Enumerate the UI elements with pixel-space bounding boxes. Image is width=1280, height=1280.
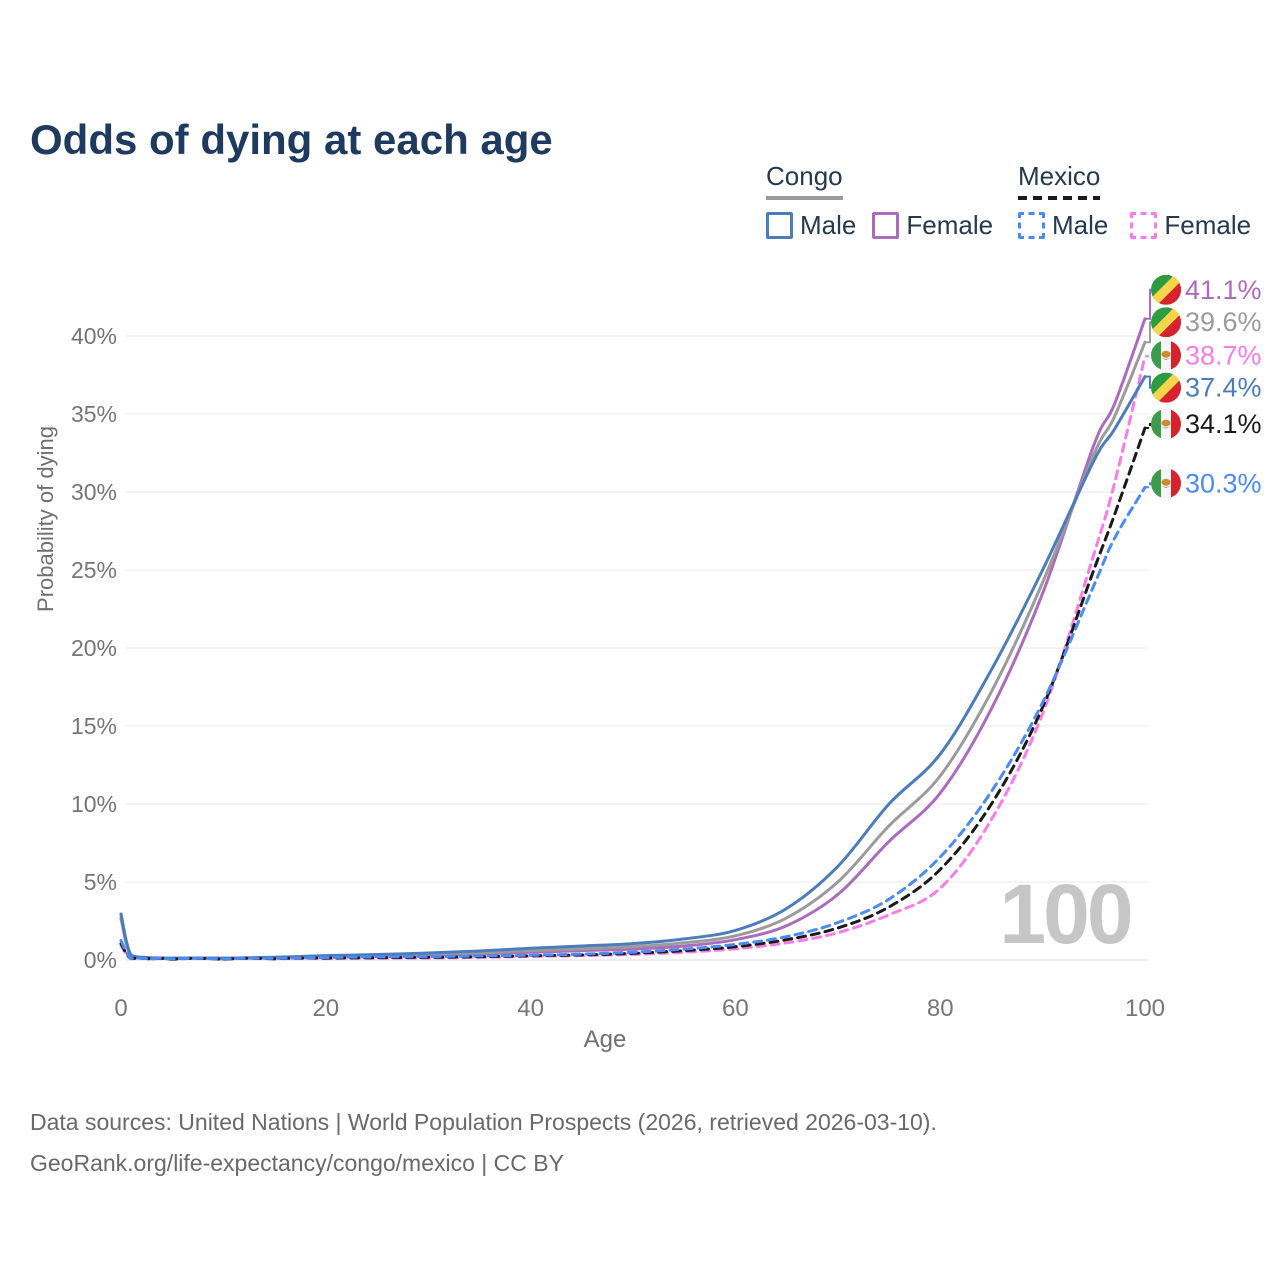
x-tick-label: 60	[722, 995, 749, 1022]
y-tick-label: 35%	[71, 401, 117, 427]
y-tick-label: 5%	[84, 869, 117, 895]
end-value-label-mexico-female: 38.7%	[1185, 340, 1262, 370]
congo-male-swatch[interactable]	[766, 212, 793, 239]
end-value-label-mexico-male: 30.3%	[1185, 468, 1262, 498]
footer-data-sources: Data sources: United Nations | World Pop…	[30, 1109, 937, 1135]
legend-item-mexico-female[interactable]: Female	[1130, 210, 1251, 241]
mexico-all-line-swatch	[1018, 196, 1101, 200]
x-tick-label: 80	[927, 995, 954, 1022]
series-line-mexico-male[interactable]	[119, 485, 1147, 961]
congo-all-line-swatch	[766, 196, 843, 200]
age-marker: 100	[999, 867, 1133, 961]
page-title: Odds of dying at each age	[30, 116, 553, 164]
congo-female-swatch[interactable]	[872, 212, 900, 239]
legend-items-congo: Male Female	[766, 210, 993, 241]
legend-items-mexico: Male Female	[1018, 210, 1251, 241]
mexico-flag-icon	[1151, 468, 1181, 499]
end-value-label-congo-both: 39.6%	[1185, 307, 1262, 337]
y-tick-label: 30%	[71, 479, 117, 505]
end-value-label-mexico-both: 34.1%	[1185, 409, 1262, 439]
legend-country-congo: Congo	[766, 161, 843, 200]
legend-country-congo-label: Congo	[766, 161, 843, 191]
x-tick-label: 20	[312, 995, 339, 1022]
x-tick-label: 100	[1125, 995, 1165, 1022]
legend-country-mexico-label: Mexico	[1018, 161, 1101, 191]
x-tick-label: 40	[517, 995, 544, 1022]
y-tick-label: 20%	[71, 635, 117, 661]
legend-item-congo-male-label: Male	[800, 210, 857, 240]
mexico-female-swatch[interactable]	[1130, 212, 1158, 239]
footer: Data sources: United Nations | World Pop…	[30, 1102, 937, 1184]
y-tick-label: 15%	[71, 713, 117, 739]
y-tick-label: 0%	[84, 947, 117, 973]
series-line-congo-female[interactable]	[119, 317, 1147, 961]
legend-item-mexico-female-label: Female	[1164, 210, 1252, 240]
end-value-label-congo-male: 37.4%	[1185, 373, 1262, 403]
mexico-male-swatch[interactable]	[1018, 212, 1045, 239]
y-tick-label: 10%	[71, 791, 117, 817]
x-axis-title: Age	[583, 1026, 627, 1053]
legend-country-mexico: Mexico	[1018, 161, 1101, 200]
mexico-flag-icon	[1151, 409, 1181, 439]
legend-item-mexico-male[interactable]: Male	[1018, 210, 1108, 241]
end-value-label-congo-female: 41.1%	[1185, 275, 1262, 305]
congo-flag-icon	[1151, 307, 1181, 338]
series-line-mexico-female[interactable]	[119, 354, 1147, 961]
legend-group-congo: Congo Male Female	[766, 161, 993, 241]
y-tick-label: 25%	[71, 557, 117, 583]
congo-flag-icon	[1151, 372, 1181, 403]
legend-item-mexico-male-label: Male	[1052, 210, 1109, 240]
y-tick-label: 40%	[71, 323, 117, 349]
legend-item-congo-female[interactable]: Female	[872, 210, 993, 241]
legend-item-congo-male[interactable]: Male	[766, 210, 856, 241]
legend-item-congo-female-label: Female	[906, 210, 994, 240]
x-tick-label: 0	[114, 995, 127, 1022]
mexico-flag-icon	[1151, 340, 1181, 371]
footer-attribution: GeoRank.org/life-expectancy/congo/mexico…	[30, 1150, 564, 1176]
congo-flag-icon	[1151, 274, 1181, 305]
legend-group-mexico: Mexico Male Female	[1018, 161, 1251, 241]
